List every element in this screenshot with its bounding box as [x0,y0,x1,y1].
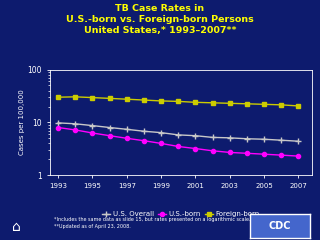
Text: ⌂: ⌂ [12,220,20,234]
Y-axis label: Cases per 100,000: Cases per 100,000 [19,90,25,155]
Text: *Includes the same data as slide 15, but rates presented on a logarithmic scale.: *Includes the same data as slide 15, but… [54,217,251,222]
Text: CDC: CDC [269,221,291,231]
Text: **Updated as of April 23, 2008.: **Updated as of April 23, 2008. [54,224,131,229]
Text: TB Case Rates in
U.S.-born vs. Foreign-born Persons
United States,* 1993–2007**: TB Case Rates in U.S.-born vs. Foreign-b… [66,4,254,35]
Legend: U.S. Overall, U.S.-born, Foreign-born: U.S. Overall, U.S.-born, Foreign-born [99,208,262,220]
